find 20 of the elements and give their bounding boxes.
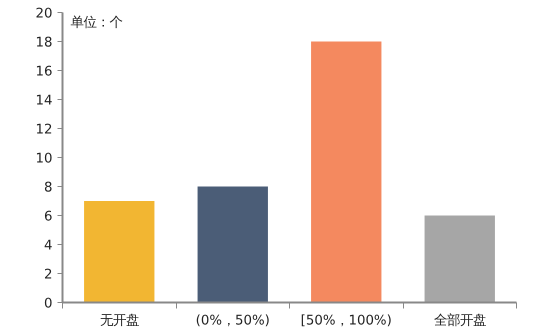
bar — [198, 186, 268, 302]
y-tick-label: 18 — [36, 36, 53, 50]
y-tick-label: 6 — [44, 210, 53, 224]
x-tick-label: 无开盘 — [100, 314, 139, 328]
bar — [84, 201, 154, 302]
y-tick-label: 0 — [44, 296, 53, 312]
bar — [311, 42, 382, 302]
x-tick-label: 全部开盘 — [434, 314, 486, 328]
y-tick-label: 8 — [44, 180, 53, 196]
x-tick-label: (0%，50%) — [196, 314, 270, 328]
y-tick-label: 10 — [36, 152, 53, 166]
x-tick-label: [50%，100%) — [300, 314, 392, 328]
bar — [424, 216, 495, 302]
y-axis-title: 单位：个 — [70, 16, 122, 30]
y-tick-label: 2 — [44, 268, 53, 282]
y-tick-label: 20 — [36, 6, 53, 22]
y-tick-label: 16 — [36, 64, 53, 80]
y-tick-label: 12 — [36, 122, 53, 138]
y-tick-label: 14 — [36, 94, 53, 108]
y-tick-label: 4 — [44, 238, 53, 254]
